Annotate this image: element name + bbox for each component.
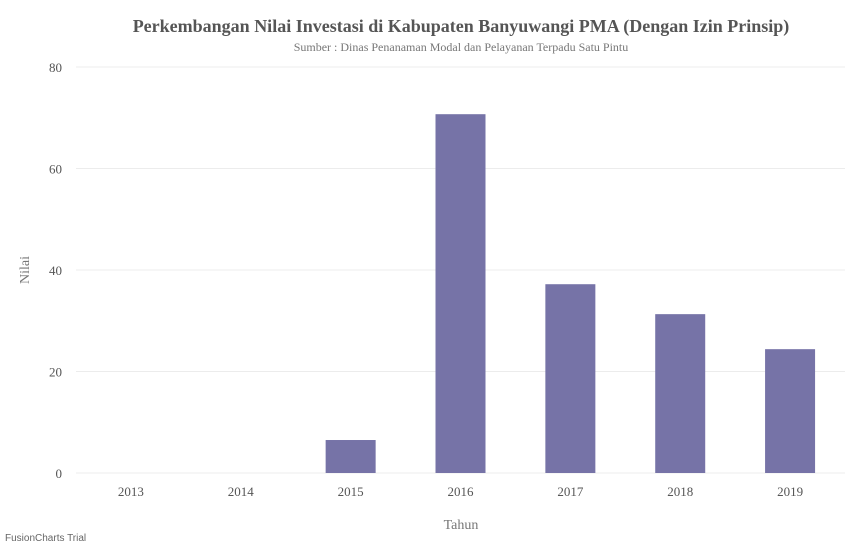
x-tick-label-2017: 2017 — [557, 484, 584, 499]
watermark-label: FusionCharts Trial — [5, 533, 86, 544]
bar-2019[interactable] — [765, 349, 816, 473]
x-tick-label-2016: 2016 — [448, 484, 475, 499]
y-tick-label: 60 — [49, 162, 62, 177]
bars — [325, 114, 816, 473]
x-tick-label-2015: 2015 — [338, 484, 364, 499]
bar-2018[interactable] — [655, 314, 706, 473]
y-tick-label: 0 — [56, 466, 63, 481]
x-tick-label-2019: 2019 — [777, 484, 803, 499]
bar-2017[interactable] — [545, 284, 596, 473]
y-tick-label: 20 — [49, 365, 62, 380]
x-axis-ticks: 2013 2014 2015 2016 2017 2018 2019 — [118, 484, 803, 499]
bar-2015[interactable] — [325, 440, 376, 473]
y-tick-label: 40 — [49, 263, 62, 278]
y-tick-label: 80 — [49, 60, 62, 75]
x-axis-title: Tahun — [444, 518, 479, 533]
y-axis-ticks: 0 20 40 60 80 — [49, 60, 62, 481]
x-tick-label-2013: 2013 — [118, 484, 144, 499]
chart-title: Perkembangan Nilai Investasi di Kabupate… — [133, 16, 790, 37]
bar-2016[interactable] — [435, 114, 486, 473]
x-tick-label-2018: 2018 — [667, 484, 693, 499]
x-tick-label-2014: 2014 — [228, 484, 255, 499]
chart-subtitle: Sumber : Dinas Penanaman Modal dan Pelay… — [294, 40, 629, 54]
y-axis-title: Nilai — [18, 256, 33, 284]
